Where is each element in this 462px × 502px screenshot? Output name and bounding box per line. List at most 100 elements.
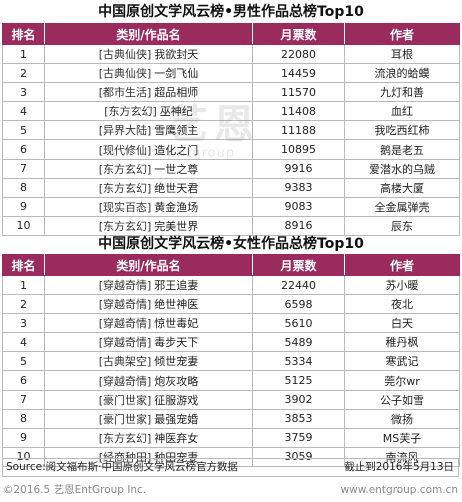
title-cell: [东方玄幻] 绝世天君 [44,177,253,198]
genre-label: [现实百态] [98,200,152,214]
votes-cell: 6598 [252,294,345,315]
table-row: 6 [穿越奇情] 炮灰攻略 5125 莞尔wr [2,370,460,391]
votes-cell: 9383 [252,177,345,198]
author-cell: 稚丹枫 [344,332,460,353]
table-row: 2 [穿越奇情] 绝世神医 6598 夜北 [2,294,460,315]
book-title: 绝世神医 [154,298,199,312]
rank-cell: 1 [2,274,45,296]
votes-cell: 11188 [252,120,345,141]
genre-label: [古典架空] [98,355,152,369]
rank-header: 排名 [2,254,45,276]
author-cell: MS芙子 [344,427,460,448]
male-ranking-table: 排名 类别/作品名 月票数 作者 1 [古典仙侠] 我欲封天 22080 耳根 2 [古典仙… [2,23,460,236]
book-title: 超品相师 [154,86,199,100]
table-row: 2 [古典仙侠] 一剑飞仙 14459 流浪的蛤蟆 [2,63,460,84]
book-title: 我欲封天 [154,48,199,62]
copyright-text: ©2016.5 艺恩EntGroup Inc. [3,484,147,496]
rank-cell: 10 [2,446,45,467]
title-cell: [东方玄幻] 完美世界 [44,215,253,236]
title-cell: [穿越奇情] 炮灰攻略 [44,370,253,391]
author-cell: 莞尔wr [344,370,460,391]
female-ranking-table: 排名 类别/作品名 月票数 作者 1 [穿越奇情] 邪王追妻 22440 苏小暖 2 [穿越… [2,254,460,467]
author-header: 作者 [344,23,460,45]
author-cell: 微扬 [344,408,460,429]
rank-cell: 10 [2,215,45,236]
rank-cell: 4 [2,332,45,353]
votes-cell: 5489 [252,332,345,353]
title-cell: [豪门世家] 最强宠婚 [44,408,253,429]
author-cell: 我吃西红柿 [344,120,460,141]
rank-cell: 6 [2,370,45,391]
title-cell: [豪门世家] 征服游戏 [44,389,253,410]
female-header-row: 排名 类别/作品名 月票数 作者 [2,254,460,276]
genre-label: [豪门世家] [98,412,152,426]
table-row: 10 [东方玄幻] 完美世界 8916 辰东 [2,215,460,236]
rank-cell: 8 [2,408,45,429]
genre-label: [经商种田] [98,450,152,464]
votes-cell: 3853 [252,408,345,429]
book-title: 最强宠婚 [154,412,199,426]
table-row: 7 [豪门世家] 征服游戏 3902 公子如雪 [2,389,460,410]
rank-cell: 3 [2,313,45,334]
votes-cell: 3902 [252,389,345,410]
book-title: 惊世毒妃 [154,317,199,331]
rank-cell: 9 [2,196,45,217]
table-row: 6 [现代修仙] 造化之门 10895 鹅是老五 [2,139,460,160]
genre-label: [穿越奇情] [98,279,152,293]
title-cell: [东方玄幻] 一世之尊 [44,158,253,179]
rank-cell: 4 [2,101,45,122]
book-title: 一剑飞仙 [154,67,199,81]
title-cell: [东方玄幻] 巫神纪 [44,101,253,122]
website-link[interactable]: www.entgroup.com.cn [340,484,458,496]
book-title: 雪鹰领主 [154,124,199,138]
title-cell: [穿越奇情] 惊世毒妃 [44,313,253,334]
book-title: 造化之门 [154,143,199,157]
author-cell: 夜北 [344,294,460,315]
book-title: 黄金渔场 [154,200,199,214]
source-note: Source:阅文福布斯·中国原创文学风云榜官方数据 [6,461,238,473]
votes-cell: 14459 [252,63,345,84]
votes-cell: 9083 [252,196,345,217]
author-cell: 寒武记 [344,351,460,372]
genre-label: [穿越奇情] [98,374,152,388]
book-title: 绝世天君 [154,181,199,195]
author-cell: 白天 [344,313,460,334]
table-row: 3 [都市生活] 超品相师 11570 九灯和善 [2,82,460,103]
rank-cell: 3 [2,82,45,103]
title-cell: [穿越奇情] 毒步天下 [44,332,253,353]
votes-cell: 5610 [252,313,345,334]
rank-cell: 6 [2,139,45,160]
table-row: 1 [古典仙侠] 我欲封天 22080 耳根 [2,43,460,65]
title-cell: [都市生活] 超品相师 [44,82,253,103]
table-row: 9 [东方玄幻] 神医弃女 3759 MS芙子 [2,427,460,448]
genre-label: [穿越奇情] [98,298,152,312]
genre-label: [穿越奇情] [98,317,152,331]
title-cell: [穿越奇情] 绝世神医 [44,294,253,315]
table-row: 3 [穿越奇情] 惊世毒妃 5610 白天 [2,313,460,334]
author-cell: 九灯和善 [344,82,460,103]
title-header: 类别/作品名 [44,254,253,276]
author-cell: 苏小暖 [344,274,460,296]
book-title: 毒步天下 [154,336,199,350]
rank-cell: 5 [2,120,45,141]
author-cell: 全金属弹壳 [344,196,460,217]
author-cell: 高楼大厦 [344,177,460,198]
rank-cell: 2 [2,294,45,315]
rank-cell: 1 [2,43,45,65]
genre-label: [东方玄幻] [98,162,152,176]
book-title: 炮灰攻略 [154,374,199,388]
title-cell: [古典仙侠] 我欲封天 [44,43,253,65]
book-title: 邪王追妻 [154,279,199,293]
genre-label: [东方玄幻] [104,105,157,119]
book-title: 征服游戏 [154,393,199,407]
male-header-row: 排名 类别/作品名 月票数 作者 [2,23,460,45]
votes-header: 月票数 [252,254,345,276]
votes-cell: 5334 [252,351,345,372]
title-cell: [古典架空] 倾世宠妻 [44,351,253,372]
genre-label: [豪门世家] [98,393,152,407]
author-cell: 辰东 [344,215,460,236]
table-row: 5 [古典架空] 倾世宠妻 5334 寒武记 [2,351,460,372]
female-ranking-title: 中国原创文学风云榜•女性作品总榜Top10 [98,236,364,252]
author-header: 作者 [344,254,460,276]
title-cell: [现实百态] 黄金渔场 [44,196,253,217]
